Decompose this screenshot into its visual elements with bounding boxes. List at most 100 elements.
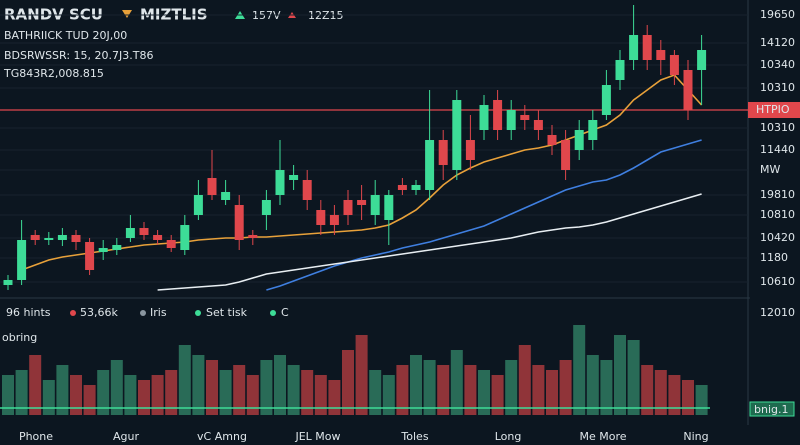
candle-body (166, 240, 176, 248)
info-line: TG843R2,008.815 (3, 67, 104, 80)
volume-bar (83, 385, 96, 415)
price-label: 10310 (760, 121, 795, 134)
candle-body (384, 195, 394, 220)
volume-bar (396, 365, 409, 415)
price-label: MW (760, 163, 780, 176)
candle-body (98, 248, 108, 252)
volume-bar (423, 360, 436, 415)
volume-bar (192, 355, 205, 415)
volume-bar (124, 375, 137, 415)
volume-bar (614, 335, 626, 415)
candle-body (493, 100, 503, 130)
candle-body (561, 140, 571, 170)
volume-bar (464, 365, 477, 415)
candle-body (17, 240, 27, 280)
price-tag-box (748, 102, 800, 118)
volume-tag-box (749, 401, 795, 417)
volume-bar (559, 360, 572, 415)
price-label: 10810 (760, 208, 795, 221)
candle-body (3, 280, 13, 285)
indicator: Set tisk (206, 306, 248, 319)
volume-bar (518, 345, 531, 415)
volume-bar (246, 375, 259, 415)
volume-bar (668, 375, 681, 415)
volume-bar (151, 375, 164, 415)
volume-bar (369, 370, 382, 415)
candle-body (357, 200, 367, 205)
volume-bar (437, 365, 450, 415)
volume-bar (491, 375, 504, 415)
candle-body (438, 140, 448, 165)
volume-bar (2, 375, 14, 415)
x-label: Agur (113, 430, 139, 443)
info-line: BATHRIICK TUD 20J,00 (4, 29, 127, 42)
volume-bar (355, 335, 368, 415)
candle-body (520, 115, 530, 120)
candle-body (261, 200, 271, 215)
candle-body (683, 70, 693, 110)
candle-body (180, 225, 190, 250)
candle-body (615, 60, 625, 80)
volume-bar (505, 360, 518, 415)
candle-body (71, 235, 81, 242)
candle-body (207, 178, 217, 195)
candle-body (139, 228, 149, 235)
indicator: 96 hints (6, 306, 51, 319)
candle-body (411, 185, 421, 190)
volume-bar (695, 385, 708, 415)
volume-bar (178, 345, 191, 415)
candle-body (479, 105, 489, 130)
volume-bar (600, 360, 613, 415)
candle-body (112, 245, 122, 250)
volume-bar (573, 325, 586, 415)
volume-tag: bnig.1 (754, 403, 789, 416)
candle-body (642, 35, 652, 60)
price-label: 10340 (760, 58, 795, 71)
volume-bar (42, 380, 55, 415)
ma-line (266, 139, 702, 291)
dot (70, 310, 76, 316)
volume-bar (165, 370, 178, 415)
candle-body (506, 110, 516, 130)
volume-bar (682, 380, 694, 415)
info-line: BDSRWSSR: 15, 20.7J3.T86 (4, 49, 153, 62)
ma-line (21, 74, 703, 271)
price-label: 1180 (760, 251, 788, 264)
price-label: 14120 (760, 36, 795, 49)
volume-bar (287, 365, 300, 415)
volume-bar (15, 370, 28, 415)
candle-body (248, 235, 258, 238)
volume-title: obring (2, 331, 37, 344)
x-label: JEL Mow (294, 430, 340, 443)
volume-bar (478, 370, 490, 415)
volume-bar (586, 355, 599, 415)
candle-body (343, 200, 353, 215)
price-tag: HTPIO (756, 103, 790, 116)
price-label: 10310 (760, 81, 795, 94)
x-label: Toles (400, 430, 428, 443)
indicator: C (281, 306, 289, 319)
candle-body (465, 140, 475, 160)
volume-bar (546, 370, 558, 415)
dot (270, 310, 276, 316)
volume-scale-label: 12010 (760, 306, 795, 319)
candle-body (629, 35, 639, 60)
volume-bar (641, 365, 654, 415)
candle-body (275, 170, 285, 195)
volume-bar (654, 370, 667, 415)
candle-body (656, 50, 666, 60)
candle-body (85, 242, 95, 270)
volume-bar (29, 355, 42, 415)
volume-bar (382, 375, 395, 415)
price-label: 10610 (760, 275, 795, 288)
volume-bar (138, 380, 150, 415)
dot (140, 310, 146, 316)
icon (122, 10, 132, 18)
candle-body (697, 50, 707, 70)
candle-body (397, 185, 407, 190)
candle-body (57, 235, 67, 240)
candle-body (125, 228, 135, 238)
candle-body (601, 85, 611, 115)
volume-bar (328, 380, 341, 415)
candle-body (193, 195, 203, 215)
